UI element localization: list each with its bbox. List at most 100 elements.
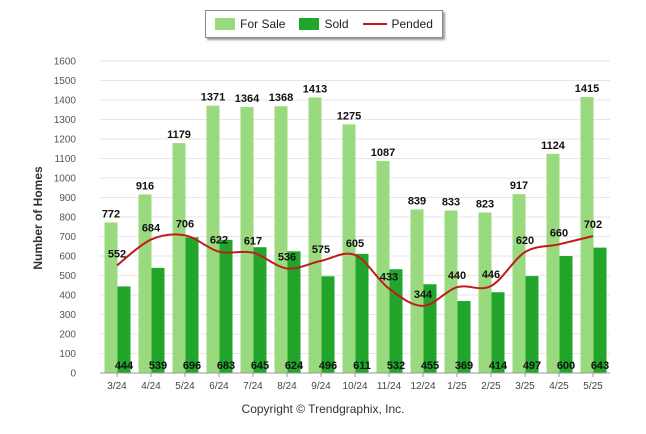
data-labels: 772 444 916 539 1179 696 1371 683 1364 645 1368 624…: [102, 83, 609, 372]
sold-value-label: 455: [421, 360, 439, 372]
pended-value-label: 605: [346, 238, 364, 250]
bar-sold: [117, 286, 131, 373]
x-tick-label: 5/25: [583, 381, 603, 392]
pended-value-label: 684: [142, 223, 161, 235]
bars: [104, 97, 607, 374]
pended-value-label: 660: [550, 227, 568, 239]
for-sale-value-label: 917: [510, 180, 528, 192]
x-tick-label: 6/24: [209, 381, 229, 392]
y-tick-label: 900: [59, 193, 76, 204]
bar-sold: [253, 247, 267, 373]
for-sale-swatch: [215, 18, 236, 30]
pended-value-label: 706: [176, 218, 194, 230]
sold-value-label: 539: [149, 360, 167, 372]
for-sale-value-label: 839: [408, 195, 426, 207]
for-sale-value-label: 1364: [235, 93, 260, 105]
x-tick-label: 5/24: [175, 381, 195, 392]
for-sale-value-label: 1415: [575, 83, 599, 95]
for-sale-value-label: 833: [442, 197, 460, 209]
pended-value-label: 440: [448, 270, 466, 282]
bar-sold: [525, 276, 539, 373]
y-tick-label: 1300: [54, 115, 77, 126]
pended-value-label: 536: [278, 251, 296, 263]
legend: For Sale Sold Pended: [205, 10, 443, 38]
y-tick-label: 200: [59, 330, 76, 341]
legend-label-for-sale: For Sale: [240, 17, 286, 31]
legend-item-for-sale[interactable]: For Sale: [215, 17, 285, 31]
x-tick-label: 7/24: [243, 381, 263, 392]
for-sale-value-label: 1087: [371, 147, 395, 159]
bar-for-sale: [478, 212, 492, 373]
pended-line: [116, 233, 594, 307]
bar-for-sale: [376, 161, 390, 373]
bar-sold: [457, 301, 471, 373]
bar-for-sale: [410, 209, 424, 373]
x-tick-label: 1/25: [447, 381, 467, 392]
copyright-text: Copyright © Trendgraphix, Inc.: [241, 402, 405, 416]
x-tick-label: 8/24: [277, 381, 297, 392]
bar-for-sale: [444, 210, 458, 373]
sold-value-label: 696: [183, 360, 201, 372]
x-tick-label: 3/25: [515, 381, 535, 392]
x-tick-label: 3/24: [107, 381, 127, 392]
y-tick-label: 1500: [54, 76, 77, 87]
pended-value-label: 433: [380, 272, 398, 284]
for-sale-value-label: 916: [136, 180, 154, 192]
y-tick-label: 1200: [54, 135, 77, 146]
sold-value-label: 600: [557, 360, 575, 372]
y-axis: 0 100 200 300 400 500 600 700 800 900 1000 1100 1200…: [54, 57, 77, 380]
y-tick-label: 0: [70, 369, 76, 380]
pended-swatch: [362, 23, 387, 25]
sold-swatch: [299, 18, 320, 30]
for-sale-value-label: 772: [102, 208, 120, 220]
bar-sold: [219, 239, 233, 373]
x-tick-label: 4/25: [549, 381, 569, 392]
bar-for-sale: [342, 124, 356, 373]
bar-for-sale: [546, 153, 560, 373]
legend-label-sold: Sold: [324, 17, 349, 31]
legend-item-pended[interactable]: Pended: [362, 17, 433, 31]
bar-for-sale: [206, 105, 220, 373]
sold-value-label: 444: [115, 360, 134, 372]
sold-value-label: 497: [523, 360, 541, 372]
for-sale-value-label: 1124: [541, 140, 566, 152]
bar-sold: [389, 269, 403, 373]
bar-sold: [185, 237, 199, 373]
bar-for-sale: [104, 222, 118, 373]
y-tick-label: 600: [59, 252, 76, 263]
x-tick-label: 4/24: [141, 381, 161, 392]
pended-value-label: 446: [482, 269, 500, 281]
for-sale-value-label: 1368: [269, 92, 293, 104]
bar-for-sale: [274, 106, 288, 374]
pended-value-label: 617: [244, 236, 262, 248]
y-tick-label: 1000: [54, 174, 77, 185]
y-tick-label: 800: [59, 213, 76, 224]
y-tick-label: 700: [59, 232, 76, 243]
bar-for-sale: [512, 194, 526, 373]
pended-value-label: 575: [312, 244, 330, 256]
bar-sold: [491, 292, 505, 373]
sold-value-label: 369: [455, 360, 473, 372]
sold-value-label: 643: [591, 360, 609, 372]
y-tick-label: 1600: [54, 57, 77, 68]
for-sale-value-label: 1275: [337, 110, 361, 122]
for-sale-value-label: 1179: [167, 129, 191, 141]
legend-item-sold[interactable]: Sold: [299, 17, 349, 31]
bar-for-sale: [240, 107, 254, 374]
x-tick-label: 9/24: [311, 381, 331, 392]
bar-for-sale: [138, 194, 152, 373]
y-tick-label: 1100: [54, 154, 76, 165]
y-tick-label: 400: [59, 291, 76, 302]
bar-for-sale: [580, 97, 594, 373]
sold-value-label: 683: [217, 360, 235, 372]
for-sale-value-label: 1371: [201, 92, 225, 104]
sold-value-label: 496: [319, 360, 337, 372]
sold-value-label: 611: [353, 360, 371, 372]
pended-value-label: 344: [414, 289, 433, 301]
y-tick-label: 1400: [54, 96, 77, 107]
bar-sold: [321, 276, 335, 373]
pended-value-label: 622: [210, 235, 228, 247]
y-axis-title: Number of Homes: [31, 166, 45, 270]
bar-for-sale: [172, 143, 186, 373]
